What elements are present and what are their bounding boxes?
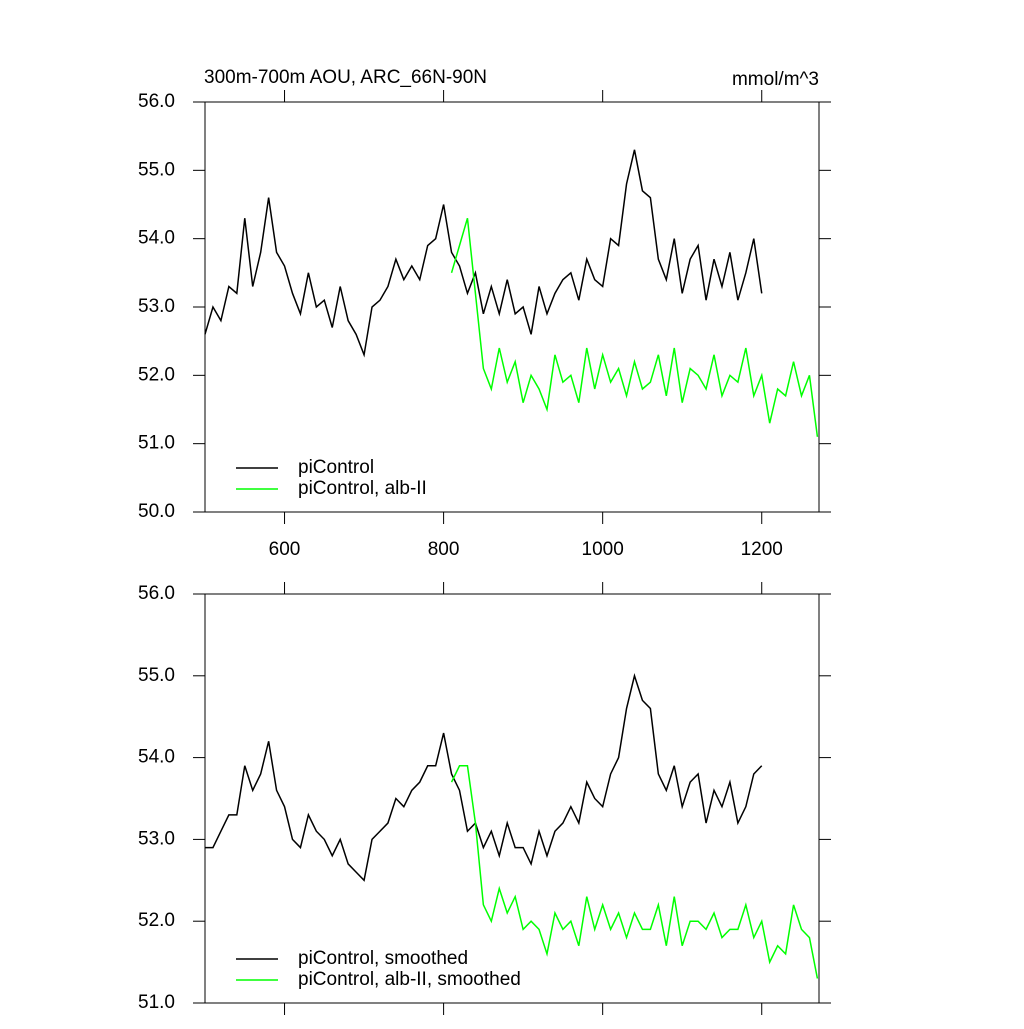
- series-line: [204, 149, 763, 358]
- y-tick-label: 50.0: [138, 501, 175, 522]
- y-tick-label: 51.0: [138, 433, 175, 454]
- y-tick-label: 56.0: [138, 91, 175, 112]
- y-tick-label: 56.0: [138, 583, 175, 604]
- y-tick-label: 55.0: [138, 665, 175, 686]
- plot-frame: [204, 593, 820, 1004]
- series-line: [450, 765, 819, 979]
- units-label: mmol/m^3: [732, 69, 819, 90]
- series-line: [205, 673, 763, 882]
- y-tick-label: 52.0: [138, 364, 175, 385]
- legend-label: piControl, smoothed: [298, 948, 468, 969]
- series-line: [450, 217, 819, 437]
- y-tick-label: 51.0: [138, 992, 175, 1013]
- x-tick-label: 800: [428, 539, 460, 560]
- y-tick-label: 55.0: [138, 159, 175, 180]
- y-tick-label: 53.0: [138, 828, 175, 849]
- y-tick-label: 53.0: [138, 296, 175, 317]
- y-tick-label: 52.0: [138, 910, 175, 931]
- legend-label: piControl, alb-II, smoothed: [298, 969, 521, 990]
- y-tick-label: 54.0: [138, 228, 175, 249]
- legend-label: piControl, alb-II: [298, 478, 427, 499]
- y-tick-label: 54.0: [138, 747, 175, 768]
- legend-label: piControl: [298, 457, 374, 478]
- chart-title: 300m-700m AOU, ARC_66N-90N: [204, 67, 487, 88]
- x-tick-label: 1200: [741, 539, 783, 560]
- x-tick-label: 1000: [582, 539, 624, 560]
- x-tick-label: 600: [269, 539, 301, 560]
